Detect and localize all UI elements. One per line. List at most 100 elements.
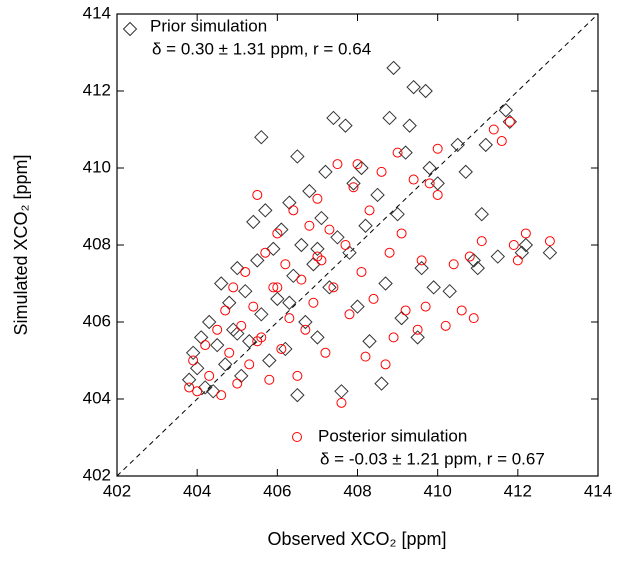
diamond-marker [402,118,417,133]
diamond-marker [290,149,305,164]
circle-marker [276,343,287,354]
y-tick-label: 404 [83,388,111,407]
circle-marker [268,282,279,293]
diamond-marker [314,210,329,226]
circle-marker [296,274,307,285]
diamond-marker [210,337,225,353]
diamond-marker [218,357,233,372]
circle-marker [464,251,475,262]
circle-marker [264,374,275,385]
circle-marker [520,228,531,239]
diamond-marker [234,368,249,384]
circle-marker [300,324,311,335]
circle-marker [496,136,507,147]
diamond-marker [346,176,361,191]
diamond-marker [470,260,485,276]
circle-marker [368,293,379,304]
circle-marker [216,390,227,401]
diamond-marker [362,334,377,349]
diamond-marker [430,176,445,191]
legend-marker [122,21,138,37]
circle-marker [448,259,459,270]
diamond-marker [189,360,205,376]
diamond-marker [542,245,558,260]
circle-marker [320,347,331,358]
circle-marker [416,255,427,266]
circle-marker [336,397,347,408]
diamond-marker [230,326,245,341]
diamond-marker [250,253,265,268]
diamond-marker [322,280,337,295]
x-tick-label: 414 [584,481,612,500]
circle-marker [512,255,523,266]
y-tick-label: 414 [83,3,111,22]
y-tick-label: 412 [83,80,111,99]
x-tick-label: 410 [423,481,451,500]
x-axis-label: Observed XCO₂ [ppm] [267,529,446,549]
diamond-marker [370,187,385,203]
y-axis-label: Simulated XCO₂ [ppm] [11,154,31,335]
circle-marker [204,370,215,381]
circle-marker [424,178,435,189]
diamond-marker [282,295,297,310]
legend-label: Prior simulation [150,16,267,35]
diamond-marker [201,314,217,330]
diamond-marker [378,276,393,291]
circle-marker [440,320,451,331]
circle-marker [288,205,299,216]
diamond-marker [442,283,457,299]
circle-marker [328,282,339,293]
circle-marker [260,247,271,258]
circle-marker [240,266,251,277]
x-tick-label: 412 [504,481,532,500]
diamond-marker [466,253,481,268]
diamond-marker [306,257,321,272]
diamond-marker [490,249,505,264]
diamond-marker [222,295,237,310]
circle-marker [252,336,263,347]
diamond-marker [450,137,465,153]
diamond-marker [282,195,297,210]
diamond-marker [242,334,257,349]
diamond-marker [358,218,373,233]
diamond-marker [214,276,229,291]
diamond-marker [426,280,441,295]
circle-marker [292,370,303,381]
circle-marker [304,220,315,231]
diamond-marker [230,260,245,276]
diamond-marker [350,299,365,314]
circle-marker [476,236,487,247]
diamond-marker [518,237,534,253]
y-tick-label: 406 [83,311,111,330]
circle-marker [392,147,403,158]
circle-marker [412,324,423,335]
circle-marker [432,189,443,200]
series-circle [184,116,555,408]
circle-marker [456,305,467,316]
circle-marker [348,182,359,193]
circle-marker [380,359,391,370]
series-diamond [181,60,558,403]
x-tick-label: 404 [183,481,211,500]
circle-marker [432,143,443,154]
circle-marker [504,116,515,127]
diamond-marker [478,137,493,153]
x-tick-label: 406 [263,481,291,500]
diamond-marker [254,129,269,145]
circle-marker [400,305,411,316]
diamond-marker [286,268,301,284]
circle-marker [272,282,283,293]
circle-marker [364,205,375,216]
x-tick-label: 408 [343,481,371,500]
diamond-marker [326,110,341,126]
legend-marker [292,432,302,442]
y-tick-label: 408 [83,234,111,253]
diamond-marker [290,387,305,403]
circle-marker [544,236,555,247]
circle-marker [308,297,319,308]
identity-line [116,13,599,477]
diamond-marker [342,245,357,260]
diamond-marker [386,60,401,76]
circle-marker [420,301,431,312]
